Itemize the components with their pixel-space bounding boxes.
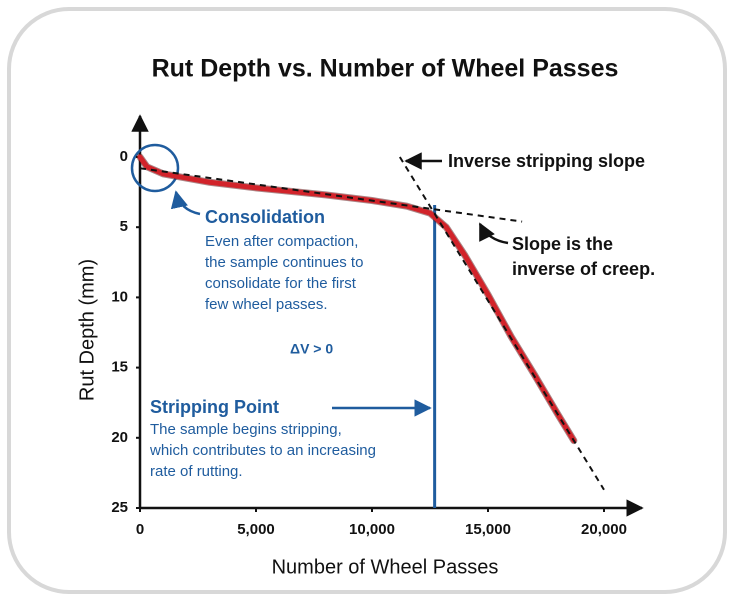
y-tick-label: 5 <box>120 218 128 235</box>
annotation: ΔV > 0 <box>290 341 333 357</box>
annotation: Even after compaction, <box>205 233 358 250</box>
slope-arrow <box>478 222 509 245</box>
reference-line <box>139 167 523 223</box>
y-tick-label: 25 <box>111 499 128 516</box>
card <box>7 7 727 594</box>
x-tick-label: 10,000 <box>349 521 395 538</box>
annotation: consolidate for the first <box>205 275 357 292</box>
annotation: Slope is the <box>512 234 613 254</box>
x-tick-label: 0 <box>136 521 144 538</box>
y-tick-label: 10 <box>111 288 128 305</box>
annotation: few wheel passes. <box>205 296 328 313</box>
y-axis-label: Rut Depth (mm) <box>76 259 98 401</box>
annotation: inverse of creep. <box>512 259 655 279</box>
annotation: Stripping Point <box>150 397 279 417</box>
y-tick-label: 0 <box>120 148 128 165</box>
x-tick-label: 5,000 <box>237 521 275 538</box>
annotation: the sample continues to <box>205 254 363 271</box>
chart-title: Rut Depth vs. Number of Wheel Passes <box>152 55 619 83</box>
consolidation-arrow <box>170 190 201 216</box>
annotation: rate of rutting. <box>150 463 243 480</box>
consolidation-circle <box>130 143 180 193</box>
annotation: which contributes to an increasing <box>149 442 376 459</box>
x-tick-label: 20,000 <box>581 521 627 538</box>
y-tick-label: 20 <box>111 429 128 446</box>
x-tick-label: 15,000 <box>465 521 511 538</box>
annotation: Consolidation <box>205 207 325 227</box>
annotation: The sample begins stripping, <box>150 421 342 438</box>
y-tick-label: 15 <box>111 359 128 376</box>
annotation: Inverse stripping slope <box>448 151 645 171</box>
x-axis-label: Number of Wheel Passes <box>272 556 499 578</box>
